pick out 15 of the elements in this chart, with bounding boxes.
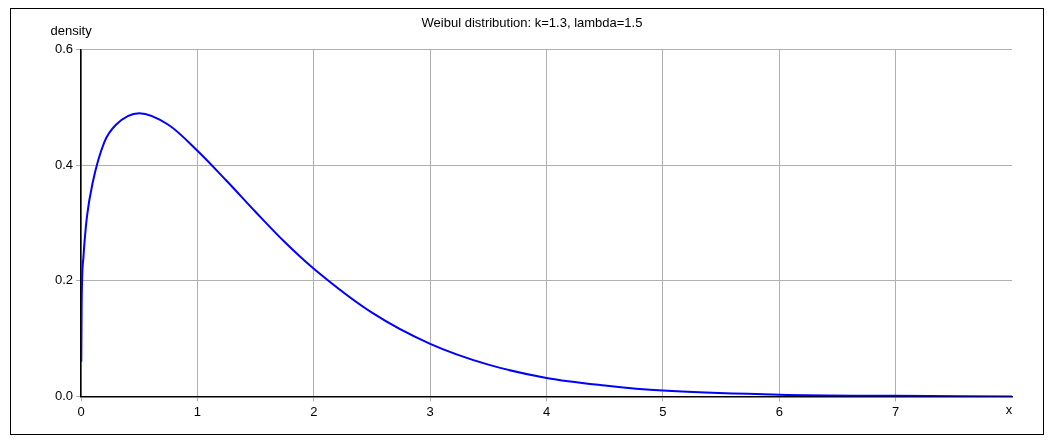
x-tick-label: 5	[659, 403, 667, 419]
y-axis-title: density	[50, 22, 93, 38]
y-tick-label: 0.6	[54, 41, 74, 57]
x-tick-label: 3	[426, 403, 434, 419]
x-tick-label: 7	[892, 403, 900, 419]
x-axis-title: x	[1005, 402, 1013, 418]
x-tick-label: 0	[77, 403, 85, 419]
y-tick-label: 0.2	[54, 272, 74, 288]
x-tick-label: 4	[542, 403, 551, 419]
y-tick-label: 0.0	[54, 387, 74, 403]
x-tick-label: 2	[310, 403, 318, 419]
y-tick-label: 0.4	[54, 156, 74, 172]
x-tick-label: 6	[775, 403, 783, 419]
chart-title: Weibul distribution: k=1.3, lambda=1.5	[421, 15, 643, 31]
x-tick-label: 1	[193, 403, 202, 419]
